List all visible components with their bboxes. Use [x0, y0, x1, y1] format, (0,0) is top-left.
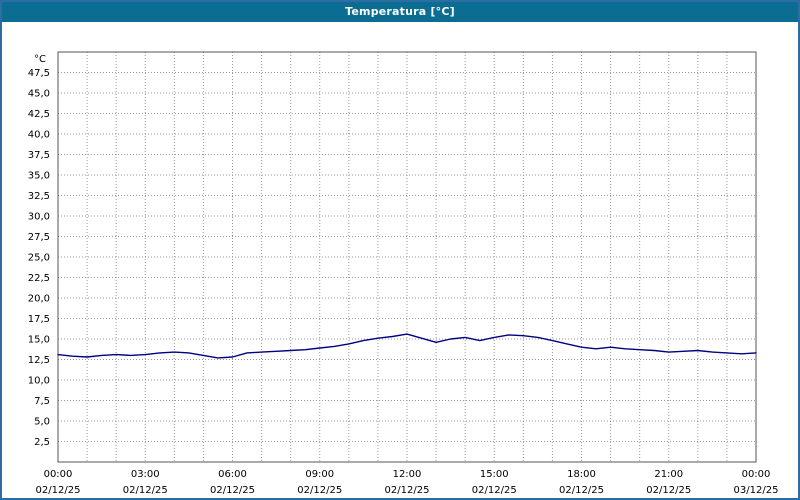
x-axis-date-label: 02/12/25 — [385, 485, 430, 496]
y-axis-tick-label: 27,5 — [28, 232, 50, 243]
y-axis-tick-label: 35,0 — [28, 171, 50, 182]
y-axis-tick-label: 5,0 — [34, 417, 50, 428]
x-axis-time-label: 09:00 — [305, 469, 334, 480]
y-axis-tick-label: 2,5 — [34, 437, 50, 448]
x-axis-time-label: 00:00 — [742, 469, 771, 480]
chart-area: °C 2,5 5,0 7,5 10,0 12,5 15,0 17,5 20,0 22,5 25,0 2… — [2, 22, 798, 498]
x-axis-time-label: 06:00 — [218, 469, 247, 480]
x-axis-date-label: 02/12/25 — [210, 485, 255, 496]
x-axis-time-label: 18:00 — [567, 469, 596, 480]
chart-title: Temperatura [°C] — [345, 5, 455, 18]
x-axis-time-label: 12:00 — [393, 469, 422, 480]
x-axis-date-label: 02/12/25 — [36, 485, 81, 496]
x-axis-date-label: 02/12/25 — [559, 485, 604, 496]
y-axis-tick-label: 37,5 — [28, 150, 50, 161]
plot-border — [57, 51, 757, 463]
y-axis-tick-label: 15,0 — [28, 335, 50, 346]
y-axis-tick-label: 7,5 — [34, 396, 50, 407]
temperature-line-chart: °C 2,5 5,0 7,5 10,0 12,5 15,0 17,5 20,0 22,5 25,0 2… — [28, 51, 779, 496]
y-axis-tick-label: 30,0 — [28, 212, 50, 223]
x-axis-time-label: 15:00 — [480, 469, 509, 480]
x-axis-date-label: 03/12/25 — [734, 485, 779, 496]
y-axis-tick-label: 40,0 — [28, 130, 50, 141]
x-axis-date-label: 02/12/25 — [472, 485, 517, 496]
y-axis-tick-label: 47,5 — [28, 68, 50, 79]
y-axis-tick-label: 45,0 — [28, 89, 50, 100]
y-axis-tick-label: 17,5 — [28, 314, 50, 325]
y-axis-tick-label: 42,5 — [28, 109, 50, 120]
x-axis-date-label: 02/12/25 — [297, 485, 342, 496]
x-axis-time-label: 21:00 — [654, 469, 683, 480]
y-axis-unit-label: °C — [34, 54, 46, 65]
y-axis-tick-label: 20,0 — [28, 294, 50, 305]
title-bar: Temperatura [°C] — [2, 2, 798, 22]
y-axis-tick-label: 12,5 — [28, 355, 50, 366]
x-axis-time-label: 00:00 — [44, 469, 73, 480]
temperature-series-line — [57, 333, 757, 359]
y-axis-tick-label: 25,0 — [28, 253, 50, 264]
x-axis-date-label: 02/12/25 — [646, 485, 691, 496]
y-axis-tick-label: 10,0 — [28, 376, 50, 387]
x-axis-time-label: 03:00 — [131, 469, 160, 480]
x-axis-date-label: 02/12/25 — [123, 485, 168, 496]
y-axis-tick-label: 22,5 — [28, 273, 50, 284]
y-axis-tick-label: 32,5 — [28, 191, 50, 202]
